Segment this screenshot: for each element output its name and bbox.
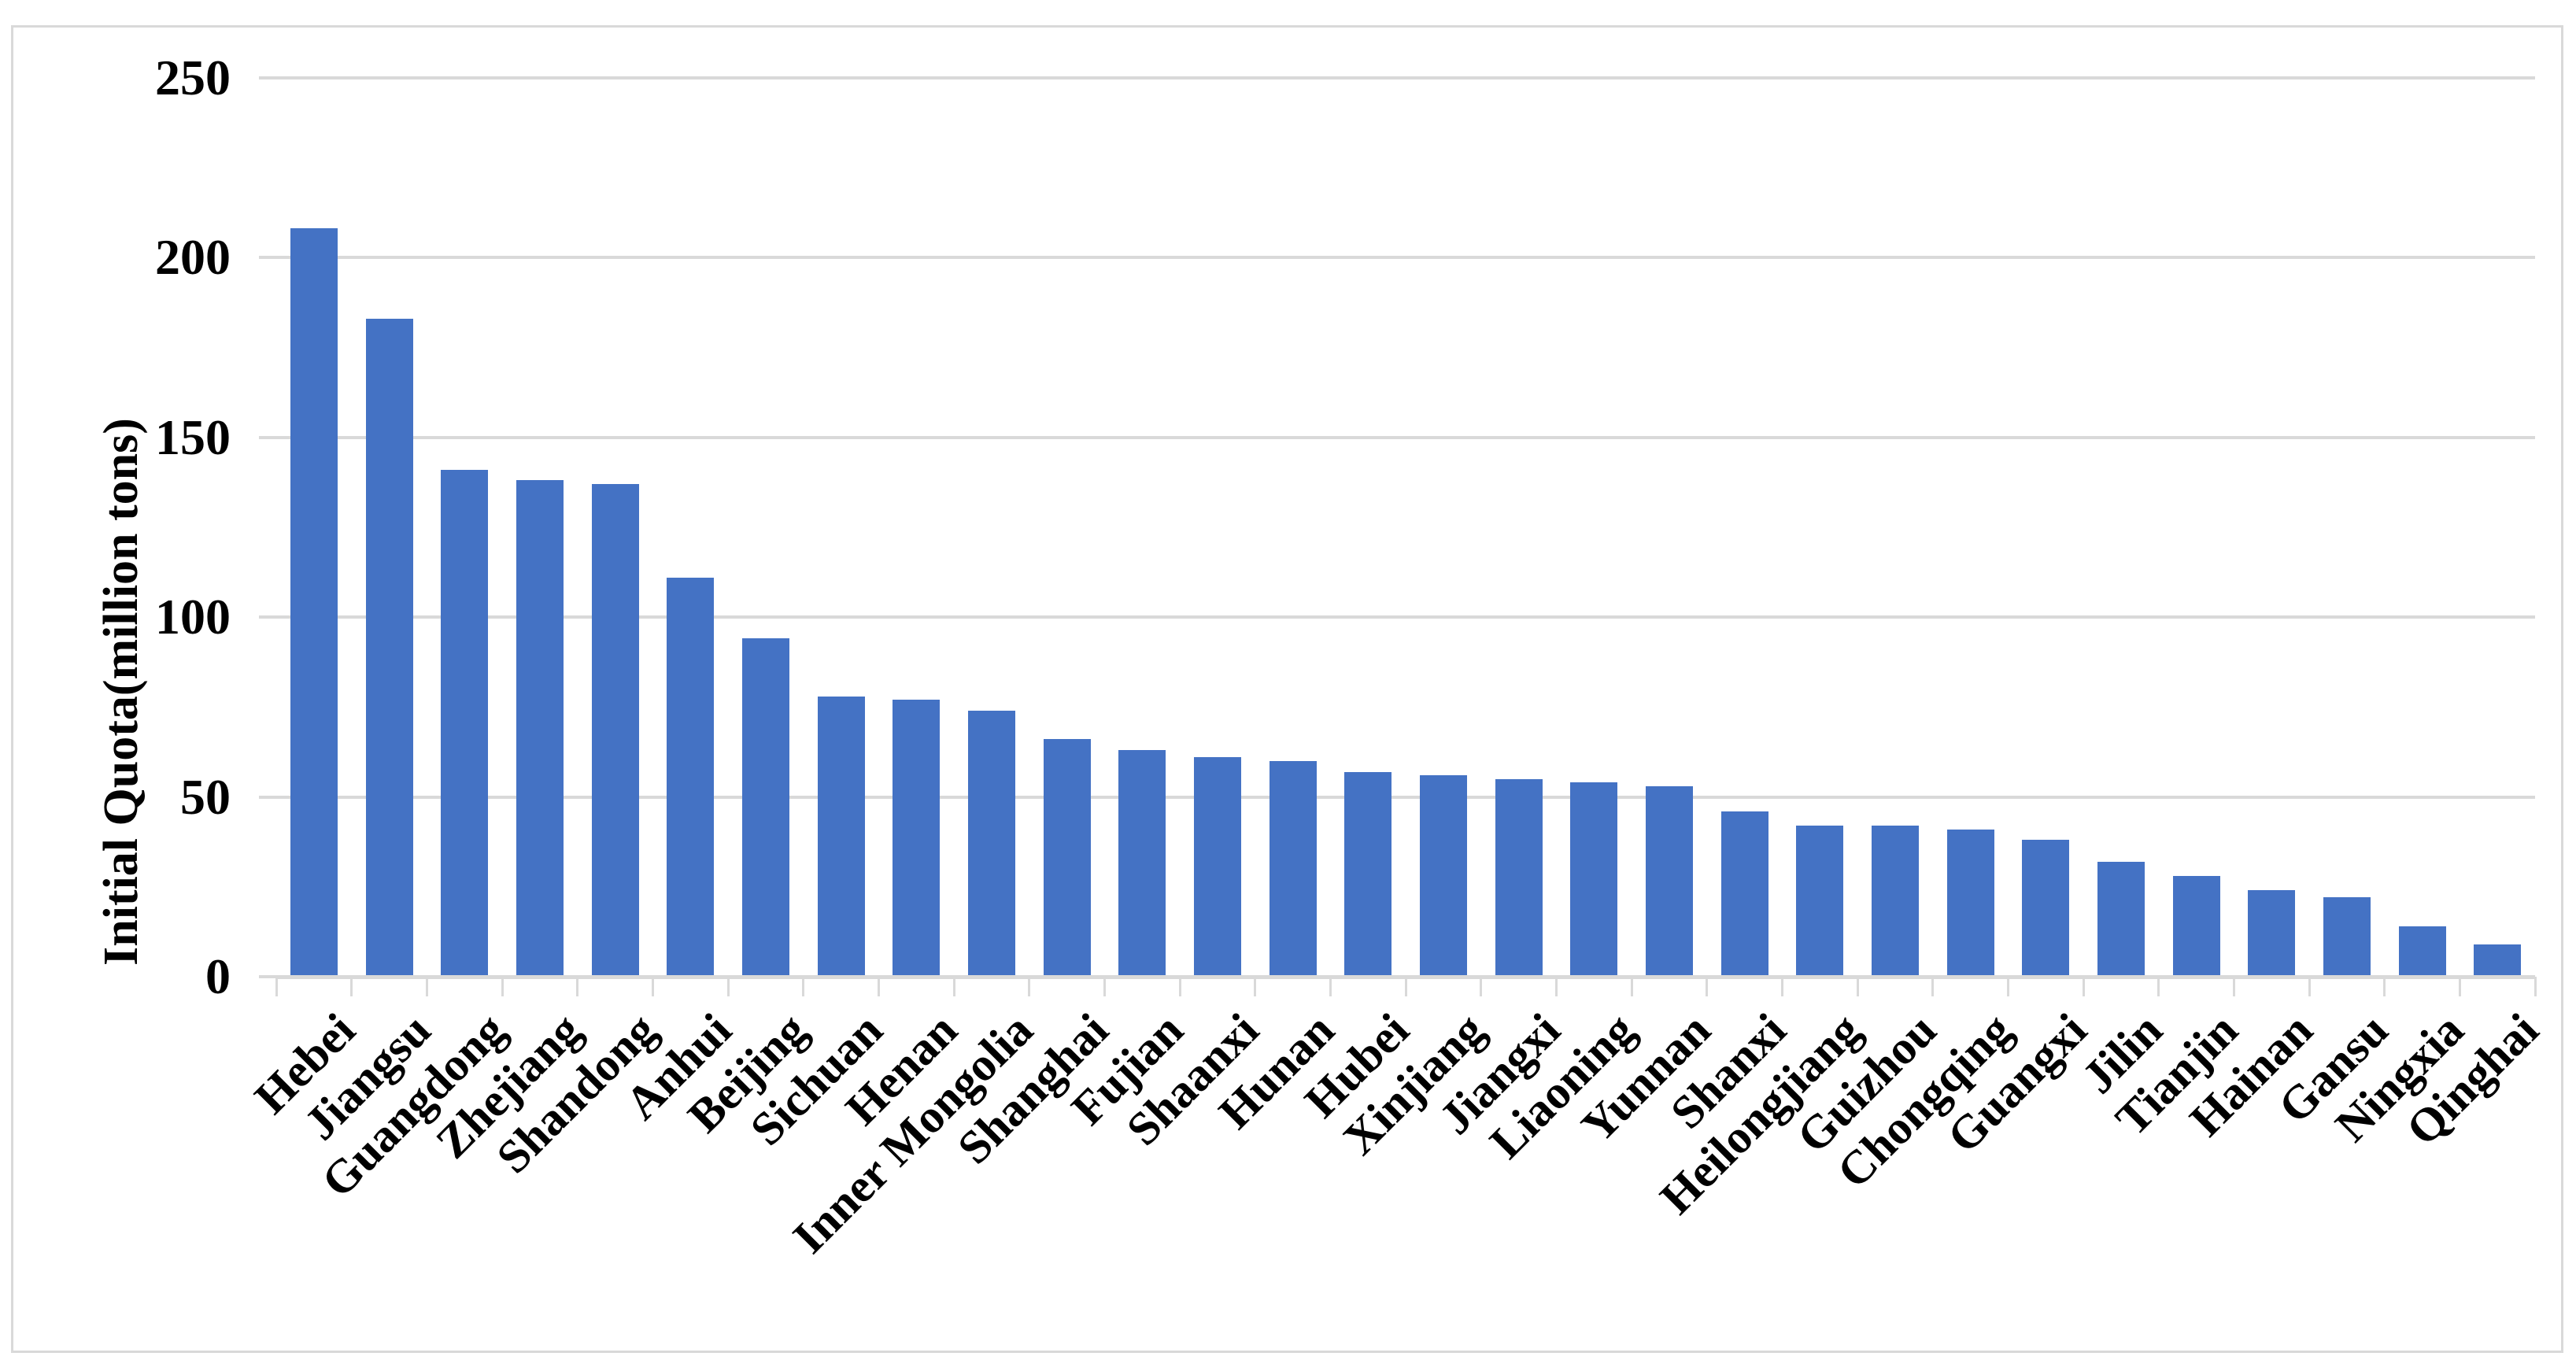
bar-jiangsu [365,318,413,977]
x-tick-mark-24 [2082,977,2085,996]
bar-tianjin [2172,876,2220,977]
x-tick-mark-15 [1404,977,1407,996]
x-tick-mark-21 [1856,977,1859,996]
x-tick-mark-16 [1480,977,1483,996]
bar-jiangxi [1495,778,1543,977]
bar-chongqing [1946,829,1994,977]
gridline-250 [276,76,2535,79]
y-tick-mark-150 [259,435,276,439]
x-tick-mark-9 [952,977,955,996]
x-tick-mark-5 [651,977,654,996]
x-tick-mark-4 [576,977,579,996]
bar-gansu [2323,897,2371,977]
x-tick-mark-14 [1329,977,1332,996]
x-tick-mark-1 [350,977,353,996]
x-tick-mark-8 [877,977,880,996]
bar-beijing [741,638,789,977]
x-tick-mark-19 [1706,977,1709,996]
bar-hunan [1269,760,1317,977]
bar-inner-mongolia [967,710,1015,977]
bar-yunnan [1645,785,1693,977]
bar-qinghai [2474,944,2522,977]
gridline-200 [276,256,2535,259]
x-tick-mark-2 [425,977,428,996]
x-tick-mark-18 [1630,977,1633,996]
y-tick-mark-0 [259,975,276,978]
y-axis-title: Initial Quota(million tons) [94,418,148,966]
gridline-150 [276,435,2535,439]
x-tick-mark-13 [1254,977,1257,996]
bar-ningxia [2398,926,2446,977]
bar-shandong [591,483,639,977]
x-tick-mark-0 [275,977,278,996]
bar-jilin [2097,861,2145,977]
x-tick-mark-25 [2157,977,2160,996]
gridline-100 [276,615,2535,619]
x-tick-mark-23 [2006,977,2009,996]
x-tick-mark-22 [1931,977,1935,996]
bar-liaoning [1570,782,1618,977]
x-tick-mark-7 [802,977,805,996]
gridline-50 [276,795,2535,799]
x-tick-mark-12 [1178,977,1181,996]
x-tick-mark-20 [1780,977,1783,996]
bar-guangxi [2022,840,2070,977]
y-tick-mark-50 [259,795,276,799]
x-tick-mark-29 [2458,977,2461,996]
x-tick-mark-17 [1554,977,1558,996]
bar-hubei [1344,771,1392,977]
bar-hainan [2248,890,2296,977]
bar-shanxi [1720,811,1768,977]
bar-shanghai [1043,739,1091,977]
x-tick-mark-26 [2232,977,2235,996]
y-tick-mark-250 [259,76,276,79]
x-tick-mark-27 [2308,977,2311,996]
bar-zhejiang [516,480,564,977]
y-tick-mark-100 [259,615,276,619]
y-tick-label-200: 200 [155,229,231,285]
x-tick-mark-28 [2383,977,2386,996]
y-tick-label-0: 0 [205,948,231,1004]
bar-sichuan [817,696,865,977]
bar-henan [893,700,941,977]
bar-xinjiang [1419,775,1467,977]
y-tick-label-100: 100 [155,589,231,645]
bar-guizhou [1871,826,1919,977]
y-tick-label-250: 250 [155,49,231,105]
bar-fujian [1118,750,1166,977]
x-tick-mark-11 [1103,977,1106,996]
x-tick-mark-6 [726,977,730,996]
chart-frame: Initial Quota(million tons) 0 50 100 150 200… [11,25,2563,1353]
x-tick-mark-30 [2533,977,2537,996]
x-tick-mark-10 [1028,977,1031,996]
bar-guangdong [441,469,489,977]
x-tick-mark-3 [501,977,504,996]
y-tick-label-150: 150 [155,408,231,465]
bar-shaanxi [1193,757,1241,977]
bar-hebei [290,228,338,977]
bar-heilongjiang [1796,826,1844,977]
y-tick-mark-200 [259,256,276,259]
bar-anhui [667,577,715,977]
y-tick-label-50: 50 [180,768,231,825]
